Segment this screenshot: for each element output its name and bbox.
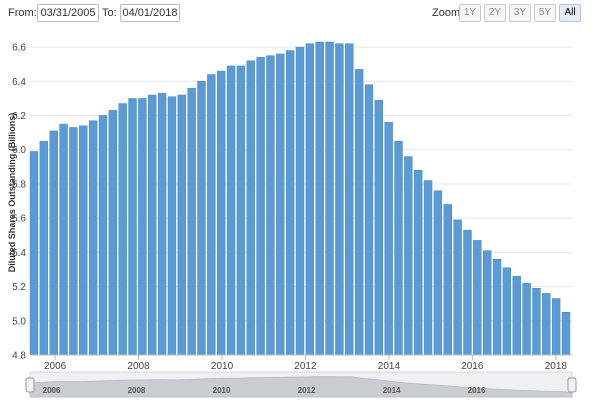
- bar: [157, 93, 167, 356]
- navigator[interactable]: 2006 2008 2010 2012 2014 2016: [25, 371, 577, 398]
- bar: [453, 219, 462, 356]
- bar: [39, 140, 49, 356]
- bar: [561, 311, 571, 356]
- bar: [276, 53, 285, 356]
- bar: [384, 122, 393, 356]
- y-tick-label: 6.6: [12, 43, 26, 54]
- x-tick-label: 2014: [378, 361, 401, 372]
- bar: [364, 84, 374, 356]
- bar: [79, 125, 88, 356]
- bar: [187, 87, 196, 356]
- bar: [512, 276, 521, 356]
- x-tick-label: 2006: [44, 361, 67, 372]
- navigator-label: 2012: [298, 386, 316, 395]
- bar: [108, 110, 118, 356]
- zoom-all-button[interactable]: All: [559, 4, 581, 22]
- x-tick-label: 2016: [461, 361, 484, 372]
- x-axis-ticks: 2006 2008 2010 2012 2014 2016 2018: [44, 355, 567, 372]
- y-tick-label: 5.2: [12, 282, 26, 293]
- bar: [177, 94, 186, 356]
- bar: [256, 57, 265, 356]
- bar: [502, 267, 512, 356]
- bar: [98, 115, 108, 356]
- zoom-label: Zoom:: [432, 7, 464, 19]
- bar: [492, 258, 502, 356]
- bar: [443, 204, 452, 356]
- bar: [414, 170, 423, 356]
- from-date-input[interactable]: 03/31/2005: [37, 4, 99, 22]
- bar: [551, 298, 561, 356]
- zoom-3y-button[interactable]: 3Y: [509, 4, 531, 22]
- bar: [315, 41, 324, 356]
- bar: [226, 65, 236, 356]
- bar: [216, 70, 226, 356]
- x-tick-label: 2010: [211, 361, 234, 372]
- y-axis-label: Diluted Shares Outstanding (Billions): [7, 113, 17, 273]
- navigator-area: [29, 376, 573, 398]
- x-tick-label: 2008: [127, 361, 150, 372]
- navigator-label: 2006: [43, 386, 61, 395]
- bar: [522, 282, 531, 356]
- bar: [197, 81, 206, 356]
- bar: [236, 65, 246, 356]
- bar: [49, 130, 58, 356]
- zoom-2y-button[interactable]: 2Y: [484, 4, 506, 22]
- navigator-label: 2016: [468, 386, 486, 395]
- bar: [246, 60, 255, 356]
- bar: [404, 156, 413, 356]
- bar: [59, 123, 68, 356]
- bar: [285, 50, 295, 356]
- bar: [128, 98, 137, 356]
- from-label: From:: [8, 7, 37, 19]
- bar: [542, 293, 551, 356]
- bar: [532, 288, 541, 356]
- navigator-label: 2008: [128, 386, 146, 395]
- navigator-labels: 2006 2008 2010 2012 2014 2016: [43, 386, 486, 395]
- bar: [325, 41, 334, 356]
- bar: [295, 46, 305, 356]
- bar: [266, 55, 275, 356]
- to-date-input[interactable]: 04/01/2018: [120, 4, 180, 22]
- navigator-label: 2014: [383, 386, 401, 395]
- bar: [138, 98, 147, 356]
- bar: [345, 43, 354, 356]
- y-tick-label: 6.4: [12, 77, 26, 88]
- bar: [433, 190, 443, 356]
- y-tick-label: 6.2: [12, 111, 26, 122]
- navigator-handle-right[interactable]: [567, 377, 577, 393]
- navigator-handle-left[interactable]: [25, 377, 35, 393]
- bar: [88, 120, 98, 356]
- bar: [305, 43, 315, 356]
- bar-series: [29, 41, 571, 356]
- to-label: To:: [102, 7, 117, 19]
- bar: [118, 103, 127, 356]
- bar: [394, 140, 403, 356]
- bar: [473, 240, 482, 356]
- bar: [207, 74, 216, 356]
- x-tick-label: 2012: [294, 361, 317, 372]
- bar: [463, 229, 472, 356]
- y-axis-ticks: 4.8 5.0 5.2 5.4 5.6 5.8 6.0 6.2 6.4 6.6: [12, 43, 26, 362]
- bar: [167, 96, 177, 356]
- y-tick-label: 5.6: [12, 214, 26, 225]
- y-tick-label: 5.8: [12, 179, 26, 190]
- bar: [482, 250, 492, 356]
- y-tick-label: 4.8: [12, 351, 26, 362]
- y-tick-label: 5.4: [12, 248, 26, 259]
- zoom-1y-button[interactable]: 1Y: [459, 4, 481, 22]
- y-tick-label: 5.0: [12, 316, 26, 327]
- zoom-5y-button[interactable]: 5Y: [534, 4, 556, 22]
- navigator-label: 2010: [213, 386, 231, 395]
- bar: [374, 99, 384, 356]
- bar: [335, 43, 344, 356]
- bar: [423, 180, 433, 356]
- bar: [148, 94, 157, 356]
- bar: [69, 127, 78, 356]
- range-selector-bar: From: 03/31/2005 To: 04/01/2018 Zoom: 1Y…: [0, 0, 600, 26]
- y-tick-label: 6.0: [12, 145, 26, 156]
- bar: [354, 69, 364, 356]
- bar: [29, 151, 39, 356]
- x-tick-label: 2018: [545, 361, 568, 372]
